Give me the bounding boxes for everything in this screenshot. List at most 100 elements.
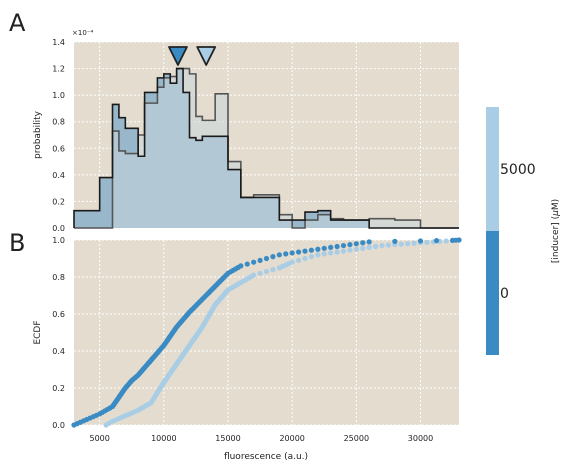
ecdf-point	[315, 246, 321, 252]
histogram-series	[73, 67, 459, 229]
ecdf-point	[257, 257, 263, 263]
y-tick-label: 0.8	[52, 273, 65, 282]
ecdf-point	[334, 249, 340, 255]
ecdf-point	[238, 263, 244, 269]
colorbar-title-mu: μ	[551, 210, 561, 217]
colorbar-segment-0	[486, 231, 499, 355]
ecdf-point	[270, 267, 276, 273]
y-tick-label: 0.6	[52, 144, 65, 153]
x-tick-label: 10000	[151, 434, 176, 443]
ecdf-point	[366, 239, 372, 245]
ecdf-point	[360, 245, 366, 251]
y-tick-label: 1.0	[52, 91, 65, 100]
ecdf-point	[251, 272, 257, 278]
ecdf-grid	[74, 239, 459, 426]
y-tick-label: 1.0	[52, 236, 65, 245]
colorbar-segment-5000	[486, 107, 499, 231]
histogram-y-label: probability	[33, 110, 43, 159]
y-tick-label: 0.0	[52, 421, 65, 430]
ecdf-point	[263, 255, 270, 262]
ecdf-point	[372, 243, 379, 250]
panel-label-a: A	[9, 9, 26, 37]
ecdf-point	[347, 247, 353, 253]
ecdf-point	[302, 255, 308, 262]
x-tick-label: 30000	[408, 434, 433, 443]
ecdf-point	[405, 241, 411, 247]
ecdf-point	[347, 242, 353, 248]
ecdf-point	[392, 238, 398, 244]
ecdf-series-0	[71, 237, 462, 428]
y-tick-label: 0.0	[52, 224, 65, 233]
y-scale-label: ×10⁻⁴	[72, 29, 93, 37]
ecdf-point	[353, 241, 359, 247]
ecdf-point	[321, 245, 327, 251]
ecdf-point	[366, 244, 372, 250]
x-tick-label: 5000	[89, 434, 109, 443]
colorbar-title: [inducer] (μM)	[551, 199, 561, 263]
histogram-y-ticks: 0.0 0.2 0.4 0.6 0.8 1.0 1.2 1.4	[52, 38, 65, 233]
ecdf-point	[289, 250, 295, 256]
ecdf-point	[456, 237, 462, 243]
ecdf-point	[321, 251, 327, 257]
ecdf-point	[257, 270, 263, 276]
ecdf-point	[417, 238, 424, 244]
ecdf-point	[251, 259, 257, 265]
ecdf-plot-area	[74, 240, 459, 425]
ecdf-points	[71, 237, 462, 428]
ecdf-point	[283, 251, 289, 257]
ecdf-point	[328, 250, 334, 256]
y-tick-label: 0.6	[52, 310, 65, 319]
ecdf-point	[424, 239, 430, 245]
ecdf-point	[340, 242, 347, 249]
ecdf-point	[295, 257, 302, 263]
colorbar: 5000 0 [inducer] (μM)	[486, 107, 561, 355]
y-tick-label: 1.2	[52, 65, 65, 74]
ecdf-point	[411, 240, 417, 246]
ecdf-point	[385, 242, 392, 248]
x-tick-label: 20000	[279, 434, 304, 443]
ecdf-point	[289, 259, 295, 265]
mean-marker-5000	[196, 46, 217, 66]
ecdf-point	[308, 247, 315, 253]
ecdf-point	[276, 252, 282, 258]
y-tick-label: 1.4	[52, 38, 65, 47]
ecdf-point	[244, 261, 250, 267]
ecdf-point	[315, 252, 321, 258]
ecdf-point	[263, 268, 270, 275]
ecdf-y-ticks: 0.0 0.2 0.4 0.6 0.8 1.0	[52, 236, 65, 430]
ecdf-y-label: ECDF	[33, 320, 43, 344]
histogram-outline-0	[73, 67, 459, 229]
x-tick-label: 25000	[344, 434, 369, 443]
y-tick-label: 0.4	[52, 171, 65, 180]
mean-markers	[168, 46, 217, 66]
colorbar-label-5000: 5000	[500, 162, 536, 178]
ecdf-point	[433, 238, 440, 244]
mean-marker-0	[168, 46, 188, 66]
ecdf-point	[443, 238, 449, 244]
ecdf-point	[302, 248, 308, 254]
ecdf-point	[334, 243, 340, 250]
ecdf-series-5000	[103, 237, 462, 428]
y-tick-label: 0.2	[52, 197, 65, 206]
ecdf-x-label: fluorescence (a.u.)	[224, 452, 308, 462]
ecdf-point	[353, 246, 359, 252]
y-tick-label: 0.4	[52, 347, 65, 356]
ecdf-point	[308, 254, 315, 260]
panel-label-b: B	[9, 229, 25, 257]
ecdf-point	[360, 240, 366, 246]
histogram-area-5000	[74, 68, 459, 228]
colorbar-title-suffix: M)	[551, 199, 561, 210]
colorbar-title-prefix: [inducer] (	[551, 216, 561, 263]
colorbar-label-0: 0	[500, 286, 509, 302]
ecdf-point	[328, 244, 334, 250]
ecdf-point	[398, 241, 404, 247]
ecdf-panel: 0.0 0.2 0.4 0.6 0.8 1.0 5000 10000 15000 20000 25…	[33, 236, 462, 462]
histogram-panel: 0.0 0.2 0.4 0.6 0.8 1.0 1.2 1.4 ×10⁻⁴ probabili…	[33, 29, 459, 233]
y-tick-label: 0.2	[52, 384, 65, 393]
ecdf-x-ticks: 5000 10000 15000 20000 25000 30000	[89, 434, 433, 443]
ecdf-point	[379, 242, 385, 249]
y-tick-label: 0.8	[52, 118, 65, 127]
ecdf-point	[270, 254, 276, 260]
ecdf-point	[295, 249, 302, 255]
